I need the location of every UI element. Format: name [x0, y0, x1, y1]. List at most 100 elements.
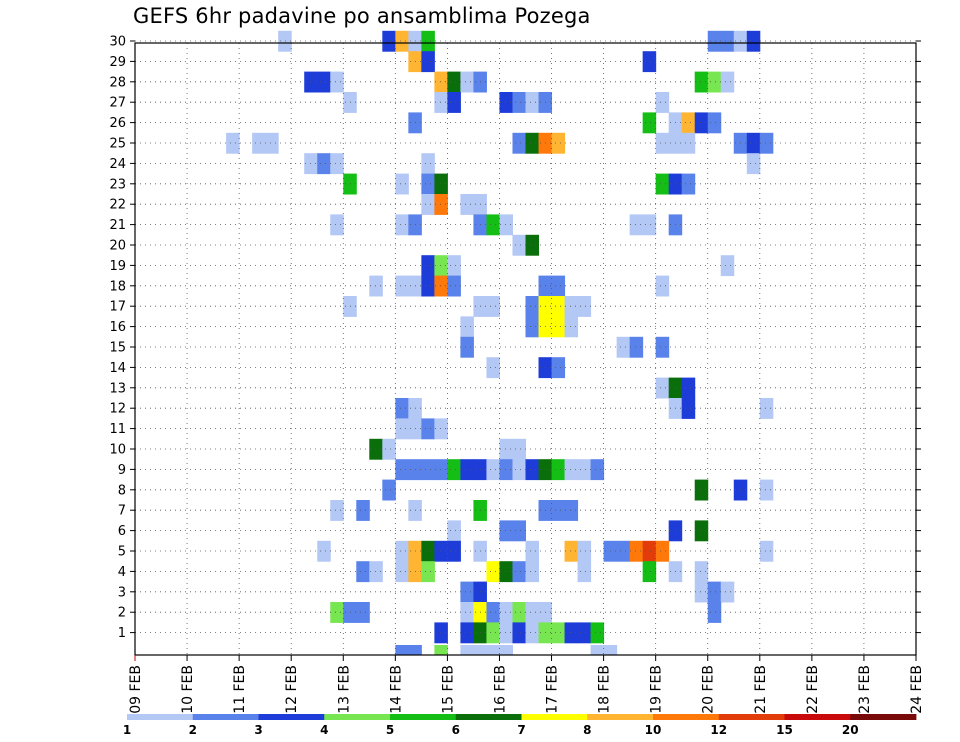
- heatmap-cell: [421, 540, 435, 562]
- heatmap-cell: [720, 71, 735, 93]
- y-tick-label: 27: [109, 96, 126, 111]
- heatmap-cell: [681, 398, 696, 419]
- y-tick-label: 29: [109, 55, 126, 70]
- heatmap-cell: [512, 132, 526, 154]
- heatmap-cell: [707, 71, 722, 93]
- y-tick-label: 15: [109, 341, 126, 356]
- x-tick-label: 11 FEB: [232, 665, 248, 714]
- colorbar-segment: [324, 714, 391, 720]
- y-tick-label: 11: [109, 422, 126, 437]
- heatmap-cell: [681, 112, 696, 134]
- heatmap-cell: [395, 459, 409, 481]
- x-tick-label: 20 FEB: [701, 665, 717, 714]
- heatmap-cell: [421, 173, 435, 195]
- heatmap-cell: [707, 581, 722, 603]
- heatmap-cell: [421, 418, 435, 440]
- heatmap-cell: [681, 377, 696, 399]
- heatmap-cell: [499, 645, 513, 655]
- heatmap-cell: [356, 561, 370, 583]
- heatmap-cell: [512, 602, 526, 623]
- heatmap-cell: [486, 357, 500, 379]
- y-tick-label: 9: [118, 463, 126, 478]
- heatmap-cell: [642, 214, 657, 236]
- heatmap-cell: [486, 296, 500, 317]
- colorbar-segment: [192, 714, 259, 720]
- heatmap-cell: [525, 602, 540, 623]
- heatmap-cell: [577, 622, 592, 644]
- y-tick-label: 1: [118, 626, 126, 641]
- colorbar-label: 7: [517, 723, 525, 737]
- heatmap-cell: [499, 622, 513, 644]
- heatmap-cell: [564, 296, 579, 317]
- heatmap-cell: [551, 622, 566, 644]
- heatmap-cell: [551, 275, 566, 297]
- heatmap-cell: [616, 336, 631, 358]
- heatmap-cell: [460, 336, 474, 358]
- heatmap-cell: [525, 92, 540, 113]
- heatmap-cell: [460, 645, 474, 655]
- x-tick-label: 17 FEB: [545, 665, 561, 714]
- heatmap-cell: [486, 561, 500, 583]
- heatmap-cell: [434, 194, 448, 215]
- colorbar-label: 3: [254, 723, 262, 737]
- x-tick-label: 10 FEB: [180, 665, 196, 714]
- heatmap-cell: [512, 520, 526, 542]
- heatmap-cell: [525, 622, 540, 644]
- heatmap-cell: [499, 602, 513, 623]
- heatmap-cell: [551, 296, 566, 317]
- colorbar-segment: [653, 714, 720, 720]
- heatmap-cell: [655, 275, 670, 297]
- colorbar-segment: [784, 714, 851, 720]
- y-tick-label: 23: [109, 177, 126, 192]
- colorbar-label: 5: [386, 723, 394, 737]
- heatmap-cell: [629, 540, 644, 562]
- heatmap-cell: [278, 30, 292, 52]
- heatmap-cell: [577, 540, 592, 562]
- heatmap-cell: [499, 92, 513, 113]
- x-tick-label: 16 FEB: [492, 665, 508, 714]
- heatmap-cell: [434, 255, 448, 277]
- heatmap-cell: [395, 214, 409, 236]
- x-tick-label: 23 FEB: [857, 665, 873, 714]
- heatmap-cell: [525, 540, 540, 562]
- colorbar-segment: [850, 714, 917, 720]
- heatmap-cell: [694, 561, 709, 583]
- y-tick-label: 28: [109, 75, 126, 90]
- heatmap-cell: [655, 377, 670, 399]
- heatmap-cell: [434, 622, 448, 644]
- x-tick-label: 22 FEB: [805, 665, 821, 714]
- heatmap-cell: [551, 316, 566, 338]
- heatmap-cell: [434, 540, 448, 562]
- y-tick-label: 24: [109, 157, 126, 172]
- y-tick-label: 22: [109, 198, 126, 213]
- heatmap-cell: [655, 92, 670, 113]
- heatmap-cell: [369, 438, 383, 460]
- heatmap-cell: [460, 622, 474, 644]
- heatmap-cell: [447, 459, 461, 481]
- heatmap-cell: [447, 275, 461, 297]
- heatmap-cell: [512, 459, 526, 481]
- heatmap-cell: [369, 275, 383, 297]
- heatmap-cell: [252, 132, 266, 154]
- colorbar-label: 2: [189, 723, 197, 737]
- heatmap-cell: [421, 275, 435, 297]
- heatmap-cell: [694, 71, 709, 93]
- heatmap-cell: [265, 132, 279, 154]
- y-tick-label: 10: [109, 443, 126, 458]
- heatmap-cell: [655, 173, 670, 195]
- heatmap-cell: [642, 561, 657, 583]
- y-tick-label: 2: [118, 606, 126, 621]
- y-tick-label: 16: [109, 320, 126, 335]
- heatmap-cell: [694, 581, 709, 603]
- heatmap-cell: [473, 645, 487, 655]
- heatmap-cell: [629, 336, 644, 358]
- heatmap-cell: [447, 71, 461, 93]
- heatmap-cell: [330, 500, 344, 521]
- heatmap-cell: [642, 51, 657, 73]
- heatmap-cell: [226, 132, 240, 154]
- y-tick-label: 5: [118, 545, 126, 560]
- y-tick-label: 4: [118, 565, 126, 580]
- heatmap-cell: [486, 602, 500, 623]
- heatmap-cell: [382, 30, 396, 52]
